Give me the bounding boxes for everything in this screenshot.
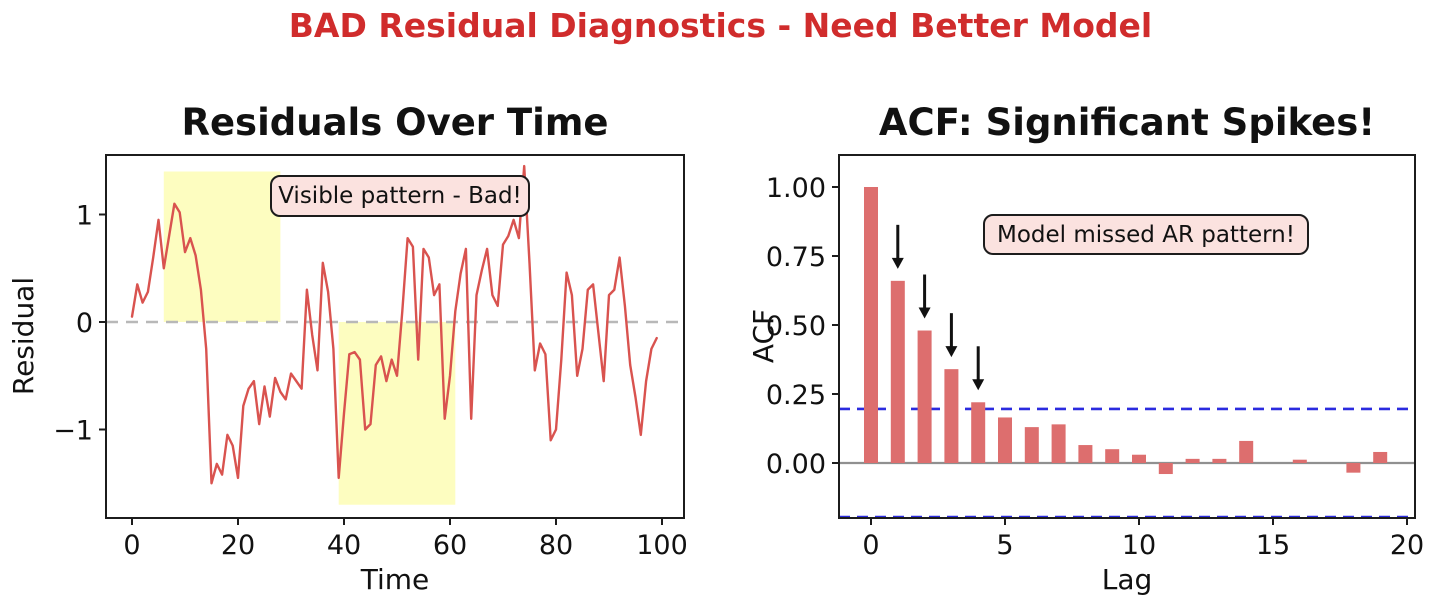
residuals-annotation-box: Visible pattern - Bad! <box>270 175 530 217</box>
highlight-region <box>338 322 456 505</box>
residuals-axes-frame <box>105 154 685 519</box>
x-tick-label: 15 <box>1256 530 1290 561</box>
spike-arrow-head <box>945 346 958 358</box>
y-tick-label: 0.00 <box>766 449 826 480</box>
y-tick-label: 0.50 <box>766 311 826 342</box>
y-tick-label: 0 <box>76 308 93 339</box>
y-tick-label: 0.75 <box>766 242 826 273</box>
spike-arrow-head <box>972 379 985 391</box>
y-tick-label: 1.00 <box>766 173 826 204</box>
x-tick-label: 100 <box>636 530 688 561</box>
acf-bar <box>1373 451 1388 463</box>
acf-bar <box>864 187 878 463</box>
x-tick-label: 5 <box>996 530 1013 561</box>
spike-arrow-head <box>918 307 931 319</box>
x-tick-label: 0 <box>123 530 140 561</box>
y-tick-label: 1 <box>76 201 93 232</box>
figure-suptitle: BAD Residual Diagnostics - Need Better M… <box>288 6 1153 45</box>
x-tick-label: 40 <box>327 530 361 561</box>
acf-bar <box>1239 440 1254 463</box>
spike-arrow-head <box>891 257 904 269</box>
x-tick-label: 20 <box>1390 530 1424 561</box>
x-tick-label: 20 <box>221 530 255 561</box>
x-tick-label: 10 <box>1122 530 1156 561</box>
x-tick-label: 60 <box>433 530 467 561</box>
residuals-xaxis-label: Time <box>360 563 430 596</box>
y-tick-label: 0.25 <box>766 380 826 411</box>
acf-bar <box>1158 463 1173 475</box>
acf-bar <box>1105 449 1120 463</box>
acf-axes-frame <box>838 154 1416 519</box>
y-tick-label: −1 <box>53 416 93 447</box>
highlight-region <box>163 171 281 322</box>
acf-yaxis-label: ACF <box>747 308 780 364</box>
acf-bar <box>971 402 986 463</box>
residuals-chart-title: Residuals Over Time <box>181 101 609 144</box>
acf-bar <box>890 280 905 463</box>
acf-bar <box>998 417 1012 463</box>
acf-bar <box>1212 458 1227 463</box>
acf-bar <box>917 330 932 463</box>
residual-line <box>130 164 658 485</box>
x-tick-label: 0 <box>862 530 879 561</box>
acf-bar <box>1292 459 1307 463</box>
acf-xaxis-label: Lag <box>1101 563 1153 596</box>
acf-bar <box>1346 463 1361 473</box>
residuals-yaxis-label: Residual <box>7 276 40 396</box>
acf-chart-title: ACF: Significant Spikes! <box>878 101 1376 144</box>
acf-bar <box>1132 454 1146 463</box>
acf-bar <box>1185 458 1200 463</box>
acf-bar <box>944 369 959 463</box>
acf-bar <box>1024 427 1039 463</box>
acf-annotation-box: Model missed AR pattern! <box>983 214 1309 255</box>
acf-bar <box>1078 445 1093 463</box>
x-tick-label: 80 <box>539 530 573 561</box>
acf-bar <box>1051 424 1066 463</box>
